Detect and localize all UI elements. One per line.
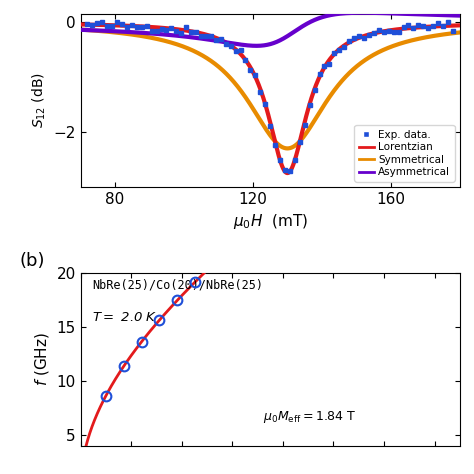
Text: $\mu_0 M_{\mathrm{eff}} = 1.84$ T: $\mu_0 M_{\mathrm{eff}} = 1.84$ T	[263, 409, 356, 425]
X-axis label: $\mu_0 H$  (mT): $\mu_0 H$ (mT)	[233, 212, 308, 231]
Y-axis label: $f$ (GHz): $f$ (GHz)	[33, 332, 51, 386]
Legend: Exp. data., Lorentzian, Symmetrical, Asymmetrical: Exp. data., Lorentzian, Symmetrical, Asy…	[355, 126, 455, 182]
Text: $T=$ 2.0 K: $T=$ 2.0 K	[92, 311, 157, 324]
Y-axis label: $S_{12}$ (dB): $S_{12}$ (dB)	[30, 73, 48, 128]
Text: NbRe(25)/Co(20)/NbRe(25): NbRe(25)/Co(20)/NbRe(25)	[92, 278, 263, 291]
Text: (b): (b)	[20, 252, 46, 270]
